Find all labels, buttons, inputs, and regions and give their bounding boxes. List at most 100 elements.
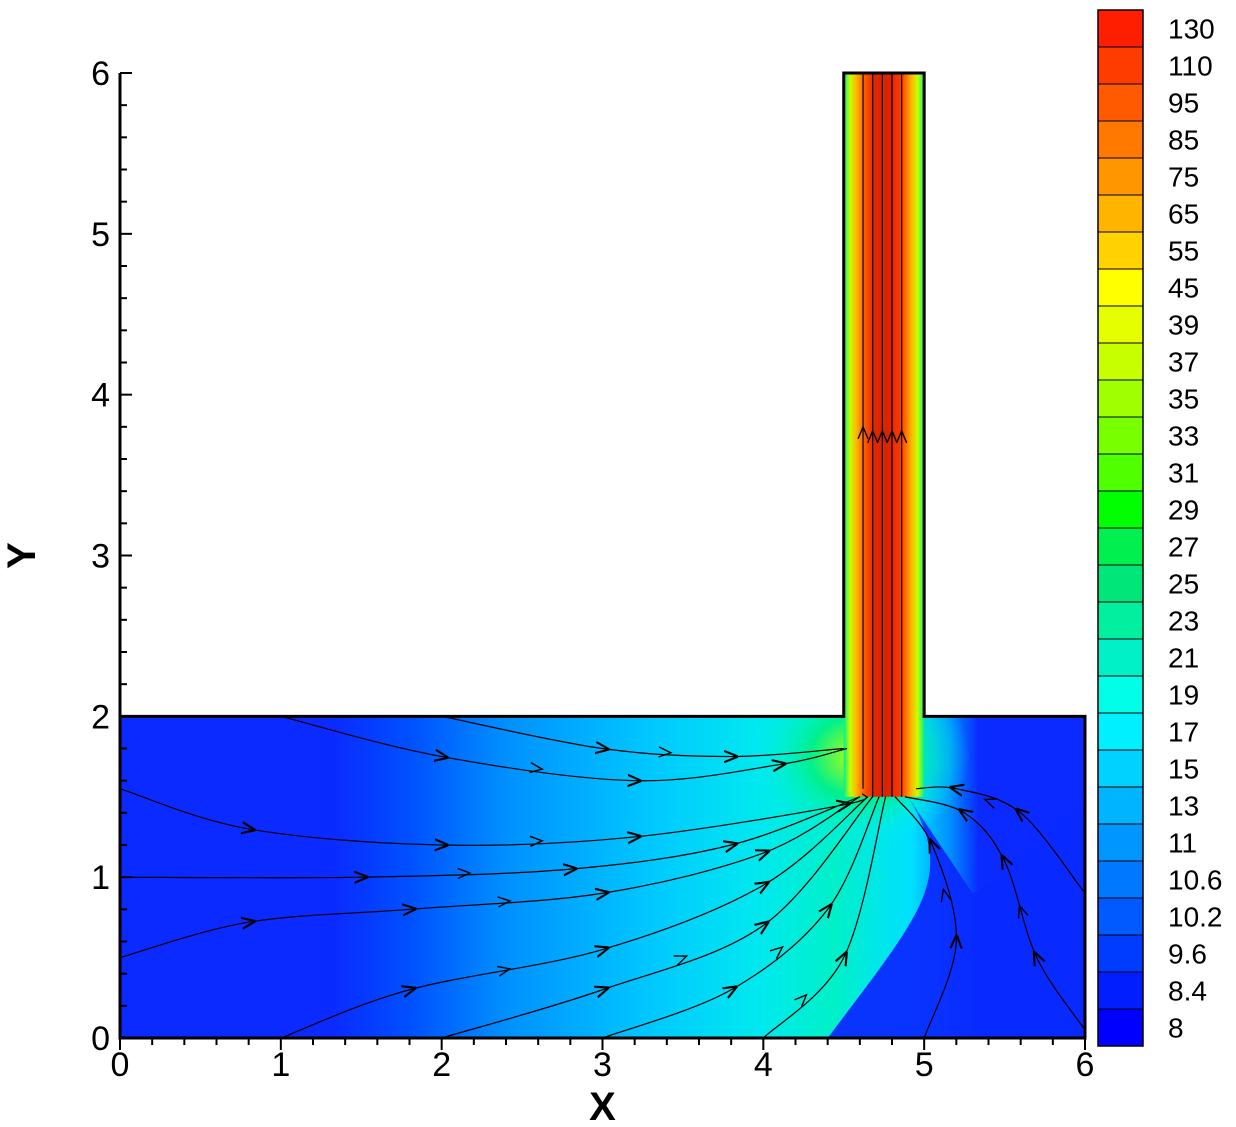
colorbar-label: 130: [1168, 14, 1215, 45]
colorbar-label: 110: [1168, 51, 1213, 82]
colorbar-label: 19: [1168, 680, 1199, 711]
streamline-12: [441, 715, 844, 756]
streamline-arrow: [529, 835, 544, 847]
colorbar-swatch: [1098, 713, 1143, 751]
colorbar-label: 9.6: [1168, 939, 1207, 970]
colorbar-swatch: [1098, 417, 1143, 455]
colorbar-label: 8.4: [1168, 976, 1207, 1007]
colorbar-label: 37: [1168, 347, 1199, 378]
x-tick-label: 4: [754, 1046, 773, 1084]
streamline-11: [280, 715, 848, 780]
colorbar-label: 33: [1168, 421, 1199, 452]
colorbar-swatch: [1098, 676, 1143, 714]
colorbar-swatch: [1098, 195, 1143, 233]
streamline-arrow: [769, 945, 784, 959]
colorbar-label: 8: [1168, 1013, 1184, 1044]
x-tick-label: 0: [111, 1046, 130, 1084]
colorbar-swatch: [1098, 10, 1143, 48]
colorbar: 130 110 95 85 75 65 55 45 39 37 35 33 31 29 27 25 23 21 19…: [1097, 9, 1223, 1047]
colorbar-label: 29: [1168, 495, 1199, 526]
axes: 0 1 2 3 4 5 6 0 1 2 3 4 5 6: [91, 55, 1094, 1084]
colorbar-swatch: [1098, 380, 1143, 418]
colorbar-swatch: [1098, 935, 1143, 973]
colorbar-swatch: [1098, 343, 1143, 381]
colorbar-swatch: [1098, 898, 1143, 936]
colorbar-swatch: [1098, 972, 1143, 1010]
colorbar-swatch: [1098, 47, 1143, 85]
y-tick-label: 4: [91, 377, 110, 415]
x-tick-label: 1: [271, 1046, 290, 1084]
colorbar-swatch: [1098, 232, 1143, 270]
colorbar-label: 21: [1168, 643, 1199, 674]
x-tick-label: 6: [1076, 1046, 1095, 1084]
colorbar-swatch: [1098, 639, 1143, 677]
streamline-arrow: [886, 429, 898, 444]
colorbar-swatch: [1098, 269, 1143, 307]
colorbar-label: 27: [1168, 532, 1199, 563]
streamline-arrow: [867, 429, 879, 444]
colorbar-swatch: [1098, 824, 1143, 862]
y-tick-label: 6: [91, 55, 110, 93]
colorbar-swatch: [1098, 491, 1143, 529]
y-axis-label: Y: [0, 542, 44, 569]
streamline-arrow: [1017, 903, 1029, 919]
streamline-arrow: [673, 955, 689, 966]
x-tick-label: 3: [593, 1046, 612, 1084]
colorbar-label: 13: [1168, 791, 1199, 822]
colorbar-label: 39: [1168, 310, 1199, 341]
streamline-arrow: [857, 425, 869, 440]
colorbar-swatch: [1098, 158, 1143, 196]
y-tick-label: 0: [91, 1020, 110, 1058]
colorbar-label: 23: [1168, 606, 1199, 637]
streamline-arrow: [940, 887, 952, 903]
colorbar-label: 10.2: [1168, 902, 1223, 933]
domain-outline: [118, 71, 1087, 1040]
colorbar-label: 10.6: [1168, 865, 1223, 896]
colorbar-label: 17: [1168, 717, 1199, 748]
streamline-arrow: [983, 798, 998, 809]
streamlines: [120, 73, 1085, 1038]
streamline-8: [894, 796, 956, 1038]
colorbar-frame: [1097, 9, 1144, 1047]
x-axis-label: X: [589, 1085, 616, 1127]
colorbar-swatch: [1098, 121, 1143, 159]
colorbar-swatch: [1098, 750, 1143, 788]
colorbar-label: 31: [1168, 458, 1199, 489]
colorbar-label: 25: [1168, 569, 1199, 600]
colorbar-label: 75: [1168, 162, 1199, 193]
streamline-arrow: [497, 965, 512, 977]
colorbar-swatch: [1098, 1009, 1143, 1047]
colorbar-label: 45: [1168, 273, 1199, 304]
streamline-10: [916, 787, 1085, 894]
streamline-arrow: [457, 867, 472, 880]
x-tick-label: 5: [915, 1046, 934, 1084]
streamline-7: [762, 796, 887, 1038]
colorbar-swatch: [1098, 528, 1143, 566]
colorbar-label: 11: [1168, 828, 1197, 859]
streamline-6: [602, 796, 880, 1038]
colorbar-label: 85: [1168, 125, 1199, 156]
colorbar-label: 55: [1168, 236, 1199, 267]
colorbar-swatch: [1098, 861, 1143, 899]
colorbar-swatch: [1098, 306, 1143, 344]
colorbar-label: 95: [1168, 88, 1199, 119]
streamline-arrow: [658, 746, 673, 758]
streamline-arrow: [896, 429, 908, 444]
colorbar-label: 65: [1168, 199, 1199, 230]
colorbar-label: 35: [1168, 384, 1199, 415]
streamline-arrow: [529, 762, 544, 774]
streamline-arrow: [876, 429, 888, 444]
y-tick-label: 3: [91, 538, 110, 576]
streamline-arrow: [794, 993, 808, 1008]
colorbar-swatch: [1098, 787, 1143, 825]
colorbar-swatch: [1098, 602, 1143, 640]
y-tick-label: 5: [91, 216, 110, 254]
streamline-5: [441, 796, 874, 1038]
colorbar-label: 15: [1168, 754, 1199, 785]
streamline-3: [120, 788, 868, 846]
colorbar-swatch: [1098, 565, 1143, 603]
colorbar-swatch: [1098, 454, 1143, 492]
y-tick-label: 2: [91, 698, 110, 736]
y-tick-label: 1: [91, 859, 110, 897]
